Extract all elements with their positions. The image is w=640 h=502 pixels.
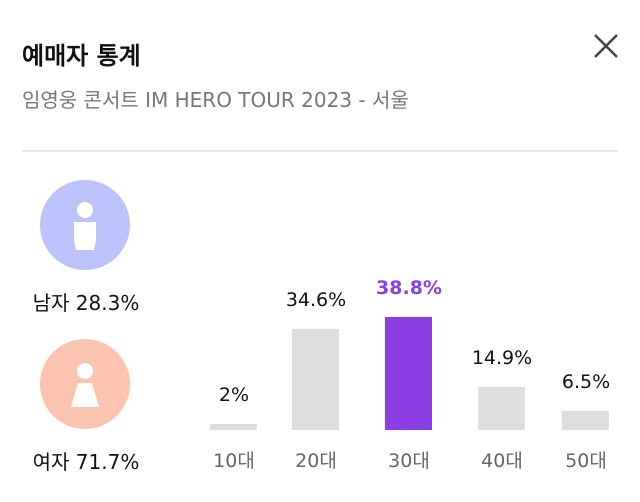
bar-value-label: 6.5% (561, 371, 611, 394)
bar-10대 (210, 424, 257, 430)
page-title: 예매자 통계 (22, 42, 141, 70)
category-label: 20대 (295, 450, 337, 472)
category-label: 10대 (213, 450, 255, 472)
bar-50대 (562, 411, 609, 430)
divider (22, 150, 618, 152)
female-avatar (40, 339, 130, 429)
category-label: 40대 (481, 450, 523, 472)
bar-value-label: 34.6% (285, 289, 347, 312)
bar-value-label: 38.8% (376, 277, 442, 299)
bar-30대 (385, 317, 432, 430)
bar-40대 (478, 386, 525, 430)
female-ratio-label: 여자 71.7% (32, 450, 140, 474)
bar-20대 (292, 329, 339, 430)
page-subtitle: 임영웅 콘서트 IM HERO TOUR 2023 - 서울 (22, 88, 409, 112)
bar-value-label: 14.9% (471, 346, 533, 369)
male-avatar (40, 180, 130, 270)
category-label: 50대 (565, 450, 607, 472)
male-ratio-label: 남자 28.3% (32, 291, 140, 315)
male-person-icon (74, 202, 96, 250)
close-icon[interactable] (590, 30, 622, 62)
category-label: 30대 (388, 450, 430, 472)
bar-value-label: 2% (218, 384, 250, 407)
female-person-icon (71, 363, 99, 407)
